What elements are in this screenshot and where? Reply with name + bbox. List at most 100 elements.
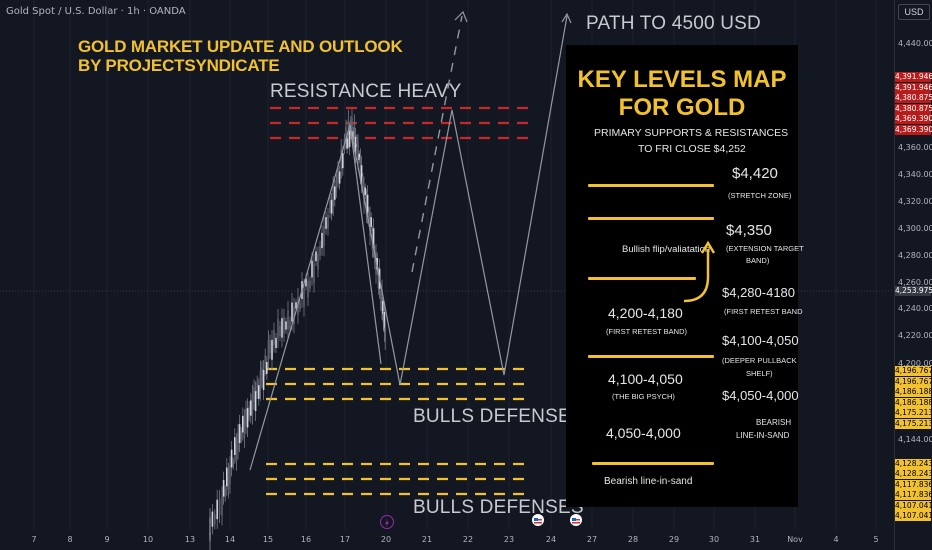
candle-body	[303, 288, 305, 308]
event-us-flag-icon-2[interactable]	[570, 514, 582, 526]
candle-body	[232, 460, 234, 467]
candle-body	[319, 245, 321, 256]
candle-body	[262, 369, 265, 390]
candle-body	[332, 186, 334, 207]
level-first-retest-value: $4,280-4180	[722, 285, 796, 300]
candle-body	[229, 465, 231, 485]
candle-body	[342, 153, 344, 169]
flip-arrow	[683, 240, 716, 303]
time-tick: 27	[586, 535, 598, 544]
candle-body	[334, 186, 336, 200]
level-line-2	[588, 217, 714, 220]
candle-body	[353, 123, 356, 143]
event-us-flag-icon-1[interactable]	[532, 514, 544, 526]
time-tick: 16	[300, 535, 312, 544]
level-first-retest-note: (FIRST RETEST BAND	[724, 307, 803, 316]
candle-body	[218, 498, 221, 515]
candle-body	[370, 217, 372, 227]
candle-body	[216, 499, 218, 520]
candle-body	[377, 273, 380, 288]
candle-body	[238, 424, 241, 443]
time-tick: 31	[749, 535, 761, 544]
path-annotation: PATH TO 4500 USD	[586, 13, 761, 34]
candle-body	[266, 361, 268, 374]
candle-body	[323, 226, 325, 247]
support-price-tag: 4,196.767	[895, 376, 932, 387]
level-extension-note-1: (EXTENSION TARGET	[726, 244, 804, 253]
candle-body	[356, 137, 358, 144]
level-extension-value: $4,350	[726, 222, 772, 239]
candle-body	[214, 514, 216, 525]
candle-body	[248, 406, 250, 416]
price-tick: 4,320.000	[898, 197, 932, 206]
candle-body	[311, 260, 313, 278]
level-bearish-value: $4,050-4,000	[722, 388, 799, 403]
symbol-label: Gold Spot / U.S. Dollar · 1h · OANDA	[6, 6, 186, 17]
candle-body	[227, 471, 230, 490]
candle-body	[351, 117, 353, 134]
panel-footer: Bearish line-in-sand	[604, 476, 693, 487]
level-line-3	[588, 277, 696, 280]
currency-button[interactable]: USD	[898, 4, 930, 20]
level-deeper-note-2: SHELF)	[746, 369, 773, 378]
candle-body	[273, 330, 275, 346]
candle-body	[338, 171, 341, 184]
key-levels-panel: KEY LEVELS MAP FOR GOLD PRIMARY SUPPORTS…	[566, 45, 804, 507]
time-tick: 22	[462, 535, 474, 544]
candle-body	[264, 355, 266, 369]
support-price-tag: 4,175.213	[895, 419, 932, 429]
time-tick: 23	[503, 535, 515, 544]
candle-body	[267, 340, 270, 361]
candle-body	[382, 311, 385, 324]
candle-body	[261, 367, 263, 382]
resistance-price-tag: 4,391.946	[895, 72, 932, 82]
candle-body	[345, 127, 347, 143]
candle-body	[237, 432, 239, 451]
time-tick: 10	[142, 535, 154, 544]
candle-body	[243, 418, 246, 439]
candle-body	[307, 280, 309, 298]
left-level-2-value: 4,100-4,050	[608, 371, 683, 387]
candle-body	[325, 217, 327, 229]
candle-body	[346, 138, 348, 149]
time-tick: 17	[339, 535, 351, 544]
event-flash-icon[interactable]	[380, 515, 394, 529]
price-chart[interactable]	[0, 0, 894, 550]
time-tick: 8	[67, 535, 73, 544]
candle-body	[364, 187, 366, 196]
level-line-5	[592, 462, 714, 465]
projection-dashed	[411, 15, 463, 273]
support-price-tag: 4,128.243	[895, 469, 932, 480]
candle-body	[281, 318, 283, 338]
projection-leg	[349, 124, 382, 365]
candle-body	[352, 131, 354, 140]
price-tick: 4,200.000	[898, 359, 932, 368]
candle-body	[275, 337, 277, 349]
support-price-tag: 4,175.213	[895, 408, 932, 419]
time-tick: 29	[668, 535, 680, 544]
candle-body	[374, 251, 376, 264]
time-tick: 28	[627, 535, 639, 544]
candle-body	[309, 280, 311, 289]
time-tick: 5	[873, 535, 879, 544]
resistance-lines	[270, 106, 532, 140]
candle-body	[357, 143, 359, 161]
candle-body	[362, 176, 364, 185]
candle-body	[254, 391, 257, 412]
candle-body	[211, 511, 214, 527]
resistance-annotation: RESISTANCE HEAVY	[270, 81, 462, 102]
candle-body	[348, 130, 351, 147]
time-tick: 14	[224, 535, 236, 544]
candle-body	[209, 522, 211, 542]
candle-body	[291, 302, 293, 322]
price-tick: 4,340.000	[898, 170, 932, 179]
level-bearish-note-1: BEARISH	[756, 418, 792, 427]
level-bearish-note-2: LINE-IN-SAND	[736, 431, 790, 440]
projection-arrowhead	[561, 12, 572, 24]
candle-body	[271, 339, 273, 360]
candle-body	[245, 409, 247, 426]
candle-body	[226, 467, 228, 487]
candle-body	[253, 386, 255, 403]
candle-body	[277, 318, 279, 339]
candle-body	[283, 317, 285, 334]
